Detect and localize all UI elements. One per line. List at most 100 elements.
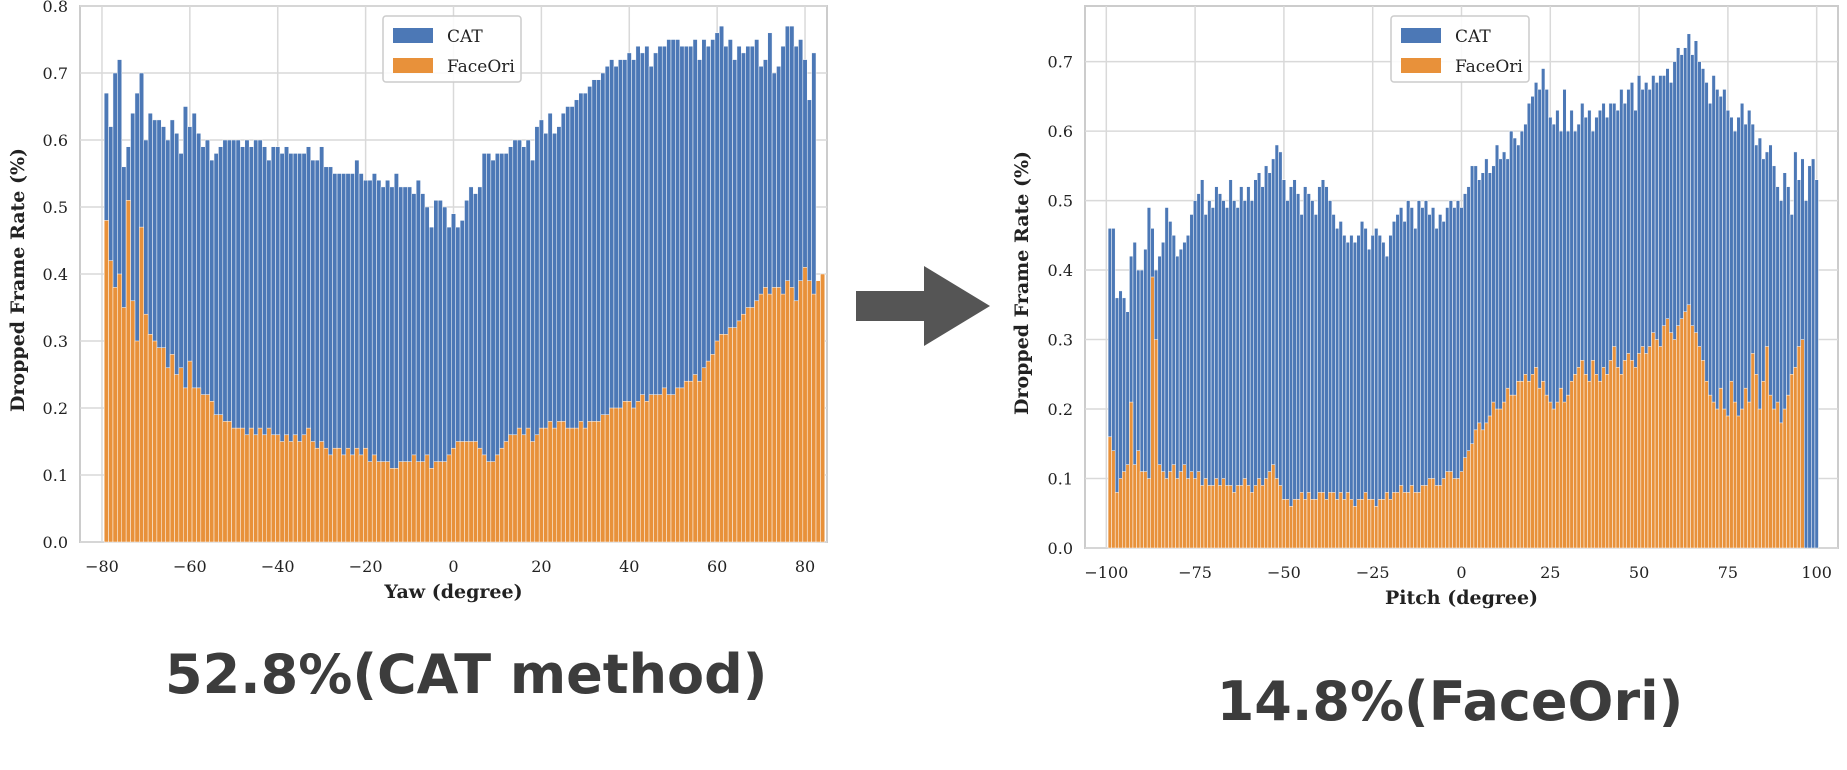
- bar-faceori: [503, 441, 509, 543]
- bar-cat: [1768, 144, 1773, 549]
- bar-cat: [1217, 193, 1222, 549]
- bar-faceori: [1754, 374, 1759, 549]
- bar-faceori: [1711, 401, 1716, 549]
- bar-faceori: [670, 394, 676, 543]
- bar-faceori: [1622, 360, 1627, 549]
- bar-cat: [1509, 130, 1514, 549]
- bar-faceori: [183, 387, 188, 543]
- bar-faceori: [424, 454, 430, 543]
- bar-cat: [1381, 242, 1386, 549]
- bar-cat: [1605, 116, 1610, 549]
- bar-faceori: [508, 434, 514, 543]
- bar-faceori: [530, 441, 536, 543]
- bar-cat: [1459, 207, 1464, 549]
- bar-cat: [1658, 75, 1663, 549]
- bar-faceori: [143, 313, 149, 543]
- bar-faceori: [1384, 492, 1389, 549]
- bar-faceori: [244, 434, 250, 543]
- bar-faceori: [1661, 325, 1666, 549]
- bar-cat: [1608, 103, 1613, 549]
- bar-faceori: [644, 401, 650, 543]
- bar-cat: [1573, 130, 1578, 549]
- bar-faceori: [1274, 478, 1279, 549]
- bar-faceori: [780, 293, 786, 543]
- bar-cat: [1118, 290, 1123, 549]
- bar-faceori: [1200, 485, 1205, 549]
- bar-faceori: [297, 441, 303, 543]
- bar-faceori: [574, 427, 579, 543]
- bar-cat: [1502, 151, 1507, 549]
- bar-cat: [1534, 82, 1539, 549]
- bar-cat: [1299, 214, 1304, 549]
- bar-cat: [1324, 186, 1329, 549]
- bar-faceori: [1519, 380, 1524, 549]
- bar-faceori: [314, 447, 320, 543]
- bar-cat: [1342, 235, 1347, 549]
- bar-cat: [1562, 89, 1567, 549]
- bar-faceori: [1235, 485, 1240, 549]
- bar-faceori: [1629, 360, 1635, 549]
- bar-cat: [1168, 221, 1173, 549]
- bar-faceori: [1541, 380, 1546, 549]
- bar-faceori: [213, 414, 219, 543]
- bar-faceori: [1161, 471, 1166, 549]
- bar-faceori: [1768, 394, 1773, 549]
- bar-faceori: [710, 354, 716, 543]
- bar-faceori: [1420, 485, 1425, 549]
- x-tick-label: 0: [448, 557, 458, 576]
- bar-cat: [1491, 165, 1496, 549]
- bar-faceori: [1281, 499, 1286, 549]
- bar-faceori: [459, 441, 465, 543]
- bar-faceori: [125, 200, 131, 543]
- y-tick-label: 0.1: [43, 466, 68, 485]
- bar-faceori: [1669, 332, 1674, 549]
- bar-cat: [1725, 109, 1730, 549]
- bar-faceori: [1193, 478, 1198, 549]
- bar-faceori: [437, 461, 443, 543]
- bar-faceori: [1168, 471, 1173, 549]
- bar-cat: [1651, 75, 1656, 549]
- bar-faceori: [1534, 367, 1539, 549]
- bar-faceori: [560, 421, 566, 543]
- bar-cat: [1814, 179, 1819, 549]
- bar-faceori: [1342, 499, 1347, 549]
- bar-faceori: [464, 441, 470, 543]
- bar-faceori: [789, 287, 795, 543]
- bar-cat: [1523, 123, 1528, 549]
- y-axis-title: Dropped Frame Rate (%): [7, 148, 29, 412]
- bar-faceori: [648, 394, 654, 543]
- bar-cat: [1566, 130, 1571, 549]
- bar-faceori: [218, 414, 224, 543]
- bar-cat: [1214, 186, 1219, 549]
- bar-faceori: [209, 401, 215, 543]
- bar-faceori: [1587, 380, 1592, 549]
- bar-faceori: [292, 434, 298, 543]
- bar-faceori: [1242, 478, 1247, 549]
- bar-faceori: [473, 441, 478, 543]
- bar-faceori: [754, 300, 760, 543]
- x-tick-label: 25: [1540, 563, 1560, 582]
- bar-cat: [1122, 297, 1127, 549]
- bar-cat: [1601, 103, 1606, 549]
- bar-faceori: [257, 427, 263, 543]
- bar-faceori: [1764, 346, 1769, 549]
- bar-faceori: [811, 293, 817, 543]
- bar-faceori: [1267, 471, 1272, 549]
- caption-cat-method: 52.8%(CAT method): [165, 643, 768, 706]
- bar-faceori: [1225, 485, 1230, 549]
- x-tick-label: 0: [1456, 563, 1466, 582]
- bar-cat: [1537, 89, 1542, 549]
- bar-faceori: [363, 447, 369, 543]
- bar-faceori: [1320, 492, 1326, 549]
- bar-cat: [1139, 269, 1144, 549]
- bar-cat: [1310, 200, 1315, 549]
- bar-faceori: [1644, 353, 1649, 549]
- bar-faceori: [569, 427, 575, 543]
- bar-faceori: [604, 414, 610, 543]
- bar-faceori: [1502, 401, 1507, 549]
- bar-faceori: [204, 394, 210, 543]
- y-tick-label: 0.4: [1048, 261, 1073, 280]
- bar-cat: [1583, 116, 1588, 549]
- bar-faceori: [697, 380, 703, 543]
- y-tick-label: 0.3: [1048, 331, 1073, 350]
